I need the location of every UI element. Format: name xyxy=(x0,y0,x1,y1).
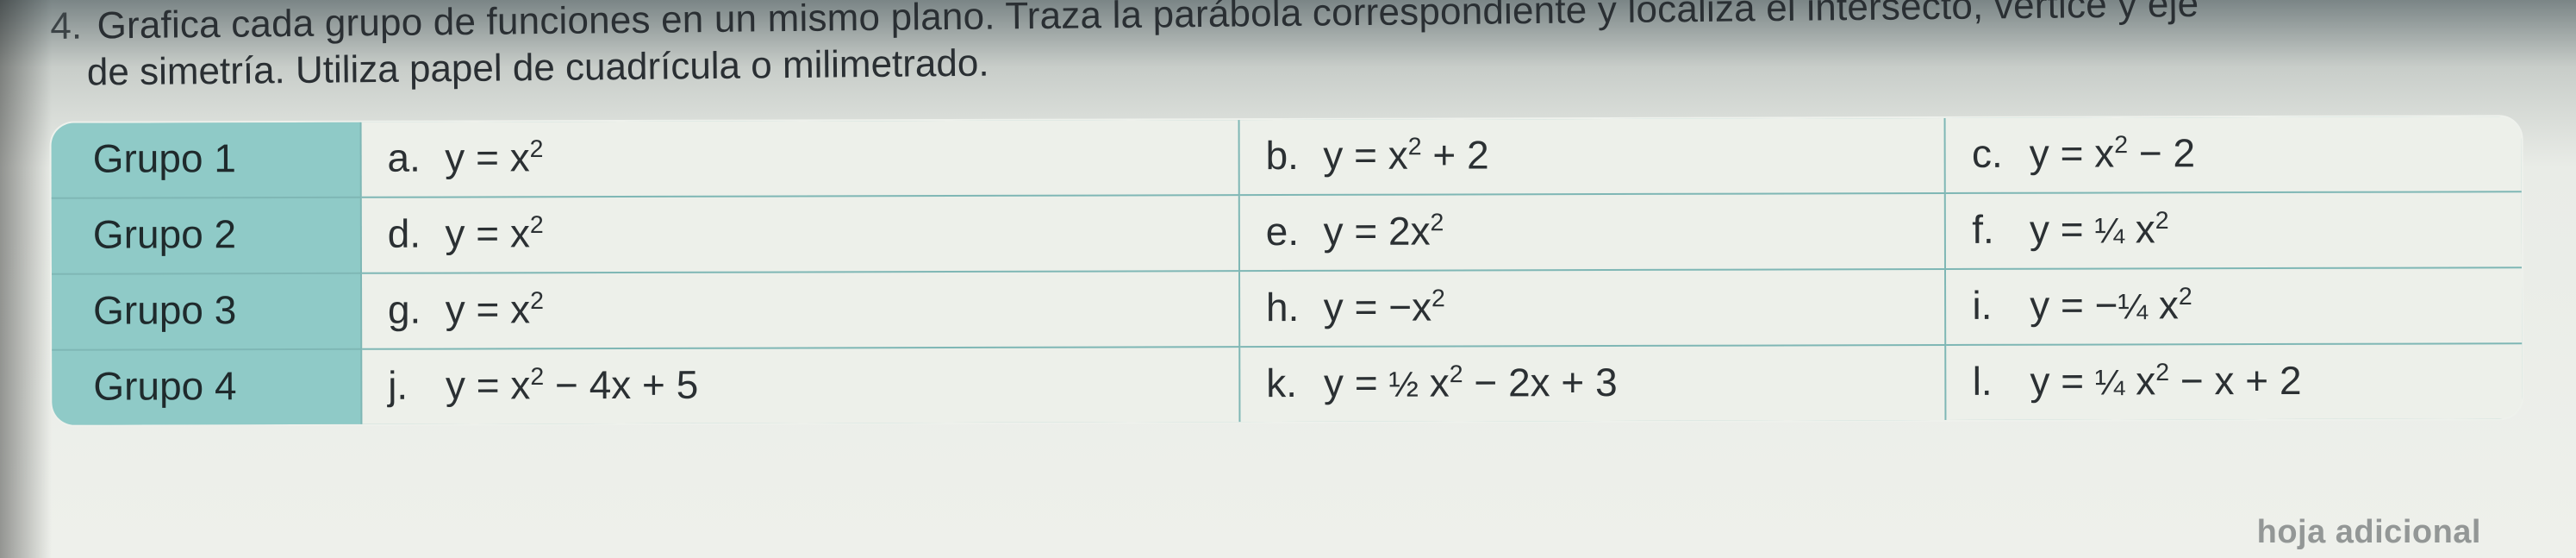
cell-letter: f. xyxy=(1972,206,2018,253)
equation-cell: f. y = ¼ x2 xyxy=(1945,192,2523,270)
cell-letter: e. xyxy=(1266,208,1313,254)
page-left-shadow xyxy=(0,0,52,558)
cell-letter: l. xyxy=(1973,358,2019,404)
equation-cell: g. y = x2 xyxy=(361,271,1239,349)
exercise-instruction: 4. Grafica cada grupo de funciones en un… xyxy=(50,0,2524,118)
group-label-cell: Grupo 3 xyxy=(51,273,361,350)
group-label-cell: Grupo 4 xyxy=(51,349,361,426)
exercise-number: 4. xyxy=(50,3,87,50)
cell-equation: y = x2 xyxy=(434,211,544,256)
table-row: Grupo 4j. y = x2 − 4x + 5k. y = ½ x2 − 2… xyxy=(51,344,2523,427)
group-label-cell: Grupo 2 xyxy=(51,197,361,274)
cell-letter: b. xyxy=(1265,132,1312,179)
table-row: Grupo 3g. y = x2h. y = −x2i. y = −¼ x2 xyxy=(51,268,2523,351)
cell-letter: h. xyxy=(1266,284,1313,330)
cell-equation: y = ¼ x2 − x + 2 xyxy=(2019,358,2302,404)
table-row: Grupo 2d. y = x2e. y = 2x2f. y = ¼ x2 xyxy=(51,192,2523,275)
equation-cell: h. y = −x2 xyxy=(1239,269,1946,347)
cell-letter: i. xyxy=(1972,282,2018,329)
group-label-cell: Grupo 1 xyxy=(51,122,361,198)
equation-cell: b. y = x2 + 2 xyxy=(1238,117,1945,195)
equation-cell: i. y = −¼ x2 xyxy=(1945,268,2523,346)
cell-letter: k. xyxy=(1266,360,1313,406)
equation-cell: k. y = ½ x2 − 2x + 3 xyxy=(1239,345,1946,423)
cell-equation: y = 2x2 xyxy=(1313,209,1444,254)
cell-letter: d. xyxy=(388,210,434,257)
functions-table: Grupo 1a. y = x2b. y = x2 + 2c. y = x2 −… xyxy=(50,116,2524,428)
equation-cell: e. y = 2x2 xyxy=(1239,193,1946,271)
equation-cell: j. y = x2 − 4x + 5 xyxy=(361,347,1239,425)
cell-equation: y = ¼ x2 xyxy=(2018,207,2169,252)
equation-cell: c. y = x2 − 2 xyxy=(1945,116,2523,194)
cell-equation: y = ½ x2 − 2x + 3 xyxy=(1313,360,1618,405)
equation-cell: a. y = x2 xyxy=(360,119,1238,197)
cell-letter: j. xyxy=(388,362,434,409)
equation-cell: l. y = ¼ x2 − x + 2 xyxy=(1946,344,2523,422)
cell-equation: y = x2 − 4x + 5 xyxy=(434,362,698,408)
footer-hint: hoja adicional xyxy=(2257,514,2481,551)
cell-equation: y = −x2 xyxy=(1313,285,1445,329)
cell-letter: g. xyxy=(388,286,434,333)
cell-letter: c. xyxy=(1972,130,2018,177)
cell-equation: y = x2 xyxy=(433,135,543,180)
cell-equation: y = x2 xyxy=(434,287,544,332)
table-row: Grupo 1a. y = x2b. y = x2 + 2c. y = x2 −… xyxy=(51,116,2523,199)
functions-table-body: Grupo 1a. y = x2b. y = x2 + 2c. y = x2 −… xyxy=(51,116,2523,427)
page-content: 4. Grafica cada grupo de funciones en un… xyxy=(50,0,2523,423)
cell-equation: y = x2 − 2 xyxy=(2018,131,2195,177)
cell-letter: a. xyxy=(387,135,433,181)
cell-equation: y = x2 + 2 xyxy=(1312,133,1488,179)
equation-cell: d. y = x2 xyxy=(361,195,1239,273)
cell-equation: y = −¼ x2 xyxy=(2018,283,2192,329)
